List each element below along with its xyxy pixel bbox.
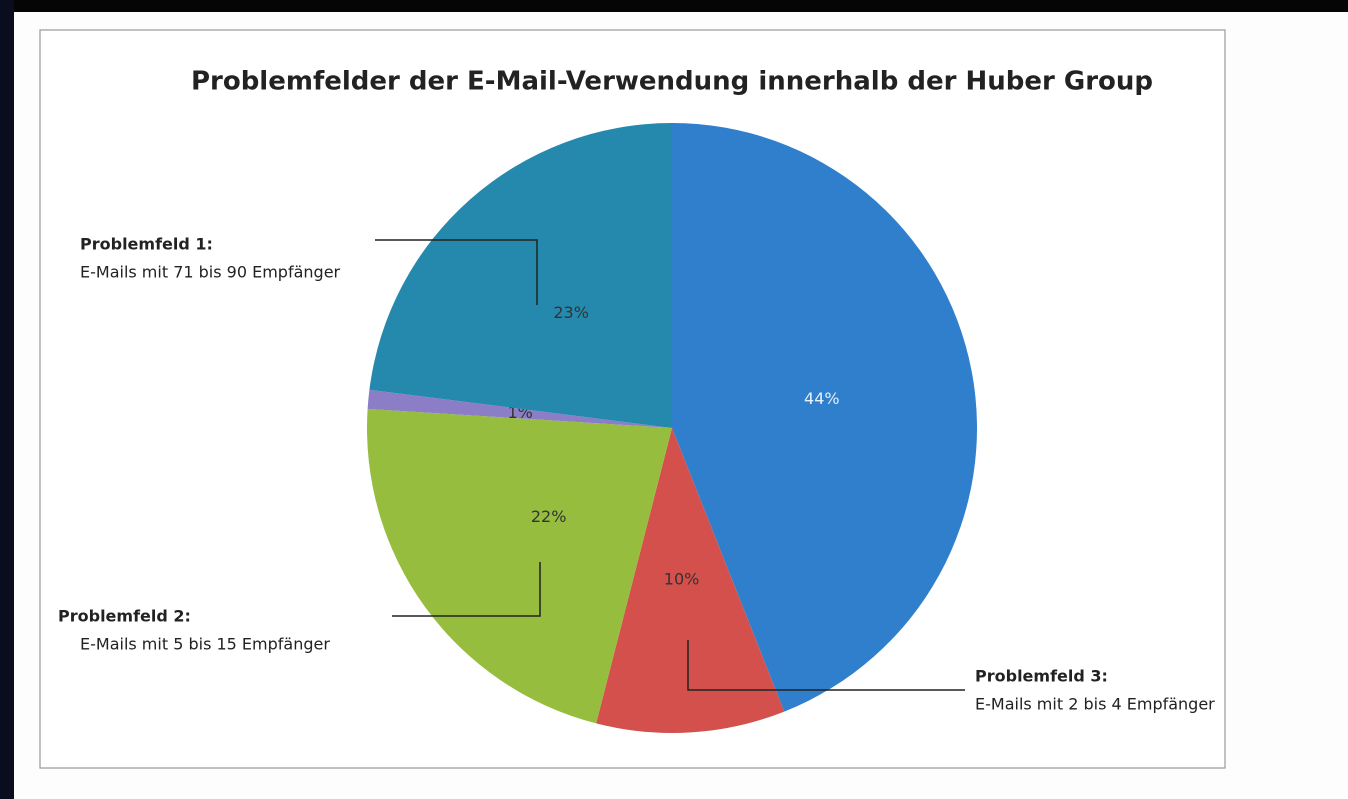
pie-slice — [367, 408, 672, 724]
slice-label: 10% — [664, 570, 700, 589]
leader-line — [392, 562, 541, 617]
annotation-title: Problemfeld 3: — [975, 667, 1108, 686]
pie-slice — [596, 428, 785, 733]
scan-edge-left — [0, 0, 14, 799]
scan-edge-top — [0, 0, 1348, 12]
annotation-text: E-Mails mit 5 bis 15 Empfänger — [80, 635, 330, 654]
annotation-title: Problemfeld 2: — [58, 607, 191, 626]
slice-label: 22% — [531, 507, 567, 526]
annotation-title: Problemfeld 1: — [80, 235, 213, 254]
annotation-text: E-Mails mit 2 bis 4 Empfänger — [975, 695, 1215, 714]
chart-title: Problemfelder der E-Mail-Verwendung inne… — [191, 67, 1153, 97]
pie-slice — [367, 389, 672, 428]
pie-slice — [369, 123, 672, 428]
slice-label: 23% — [553, 303, 589, 322]
leader-line — [687, 640, 965, 691]
leader-line — [375, 239, 538, 305]
pie-slice — [672, 123, 978, 712]
slice-label: 44% — [804, 389, 840, 408]
annotation-text: E-Mails mit 71 bis 90 Empfänger — [80, 263, 341, 282]
